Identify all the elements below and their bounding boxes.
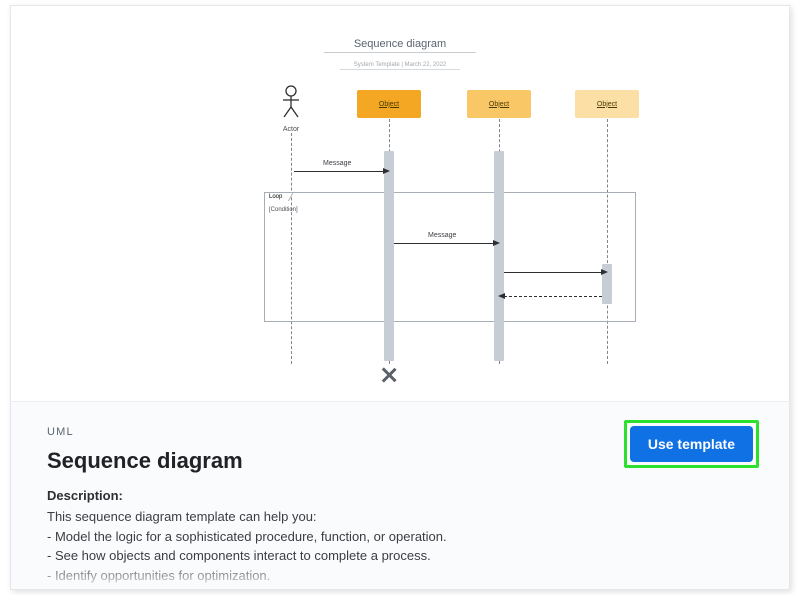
- activation-bar: [384, 151, 394, 361]
- message-arrowhead-icon: [601, 269, 608, 275]
- actor-icon: Actor: [271, 85, 311, 133]
- message-line: [394, 243, 494, 244]
- message-label: Message: [426, 232, 458, 239]
- loop-frame-label: Loop: [264, 192, 286, 201]
- message-line: [504, 296, 602, 297]
- message-arrowhead-icon: [383, 168, 390, 174]
- destroy-icon: [380, 366, 398, 384]
- diagram-subtitle: System Template | March 22, 2022: [340, 61, 461, 70]
- template-info-panel: UML Sequence diagram Description: This s…: [11, 401, 789, 590]
- loop-frame: Loop [Condition]: [264, 192, 636, 322]
- diagram-title: Sequence diagram: [324, 38, 476, 53]
- object-header: Object: [575, 90, 639, 118]
- description-line: - See how objects and components interac…: [47, 546, 753, 566]
- object-header: Object: [467, 90, 531, 118]
- description-label: Description:: [47, 488, 753, 503]
- diagram-heading: Sequence diagram System Template | March…: [324, 34, 476, 71]
- description-line: - Identify opportunities for optimizatio…: [47, 566, 753, 586]
- use-template-highlight: Use template: [624, 420, 759, 468]
- description-body: This sequence diagram template can help …: [47, 507, 753, 585]
- object-header: Object: [357, 90, 421, 118]
- message-label: Message: [321, 160, 353, 167]
- loop-frame-condition: [Condition]: [269, 207, 298, 213]
- message-line: [504, 272, 602, 273]
- diagram-preview: Sequence diagram System Template | March…: [11, 6, 789, 401]
- description-line: - Model the logic for a sophisticated pr…: [47, 527, 753, 547]
- template-card: Sequence diagram System Template | March…: [10, 5, 790, 590]
- message-arrowhead-icon: [493, 240, 500, 246]
- use-template-button[interactable]: Use template: [630, 426, 753, 462]
- description-line: This sequence diagram template can help …: [47, 507, 753, 527]
- message-line: [294, 171, 384, 172]
- message-arrowhead-icon: [498, 293, 505, 299]
- activation-bar: [494, 151, 504, 361]
